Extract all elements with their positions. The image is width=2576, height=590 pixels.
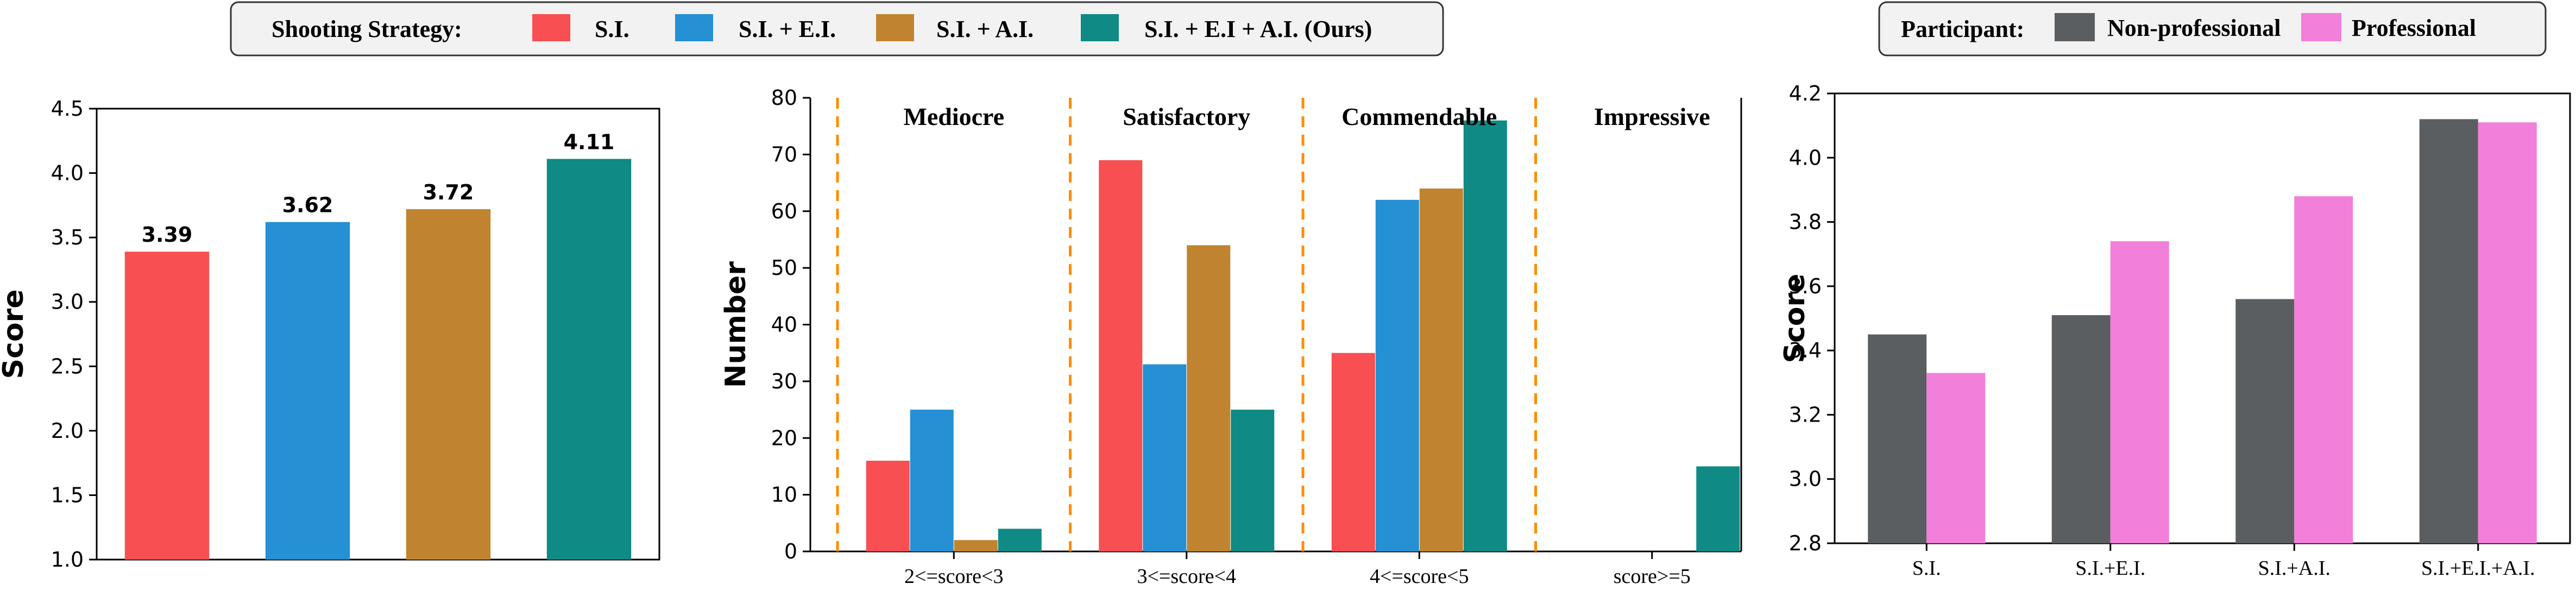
- x-tick-label: S.I.+A.I.: [2258, 557, 2331, 580]
- x-tick-label: score>=5: [1614, 565, 1691, 588]
- y-tick-label: 4.2: [1789, 81, 1822, 105]
- legend-label-si: S.I.: [595, 16, 629, 42]
- y-tick-label: 3.0: [51, 290, 84, 314]
- bar-2-2: [2110, 241, 2169, 543]
- x-tick-label: 3<=score<4: [1137, 565, 1236, 588]
- bar-3: [406, 209, 491, 560]
- legend-label-pro: Professional: [2352, 15, 2476, 41]
- legend-label-si-ei: S.I. + E.I.: [739, 16, 836, 42]
- y-tick-label: 0: [784, 539, 797, 563]
- bar-1-3: [954, 540, 998, 551]
- bar-3-1: [1331, 353, 1375, 551]
- bar-4-2: [2478, 122, 2537, 543]
- y-tick-label: 3.2: [1789, 403, 1822, 426]
- bar-2-3: [1187, 245, 1231, 551]
- x-tick-label: S.I.: [1912, 557, 1941, 580]
- y-tick-label: 80: [771, 86, 797, 110]
- bar-value-label: 3.72: [423, 180, 474, 204]
- bar-3-3: [1419, 189, 1463, 551]
- bar-value-label: 3.39: [142, 223, 193, 247]
- y-tick-label: 20: [771, 426, 797, 450]
- y-tick-label: 2.8: [1789, 531, 1822, 555]
- y-axis-label: Number: [720, 261, 752, 388]
- bar-3-4: [1463, 120, 1507, 551]
- x-tick-label: S.I.+E.I.+A.I.: [2421, 557, 2535, 580]
- legend-participant-box: [1878, 1, 2547, 57]
- legend-swatch-pro: [2301, 13, 2341, 41]
- y-tick-label: 4.0: [1789, 146, 1822, 170]
- legend-label-nonpro: Non-professional: [2107, 15, 2281, 41]
- bar-1-1: [866, 461, 910, 551]
- chart-score-by-participant: 2.8 3.0 3.2 3.4 3.6 3.8 4.0 4.2 Score S.I. S.I.+E.…: [1779, 81, 2571, 580]
- y-tick-label: 10: [771, 483, 797, 507]
- axis-frame: [96, 108, 660, 561]
- y-tick-label: 3.6: [1789, 274, 1822, 298]
- legend-label-si-ai: S.I. + A.I.: [936, 16, 1034, 42]
- bar-3-1: [2235, 299, 2295, 543]
- y-tick-label: 60: [771, 199, 797, 223]
- legend-swatch-si-ei: [675, 14, 713, 41]
- legend-swatch-si: [532, 14, 570, 41]
- y-tick-label: 1.5: [51, 483, 84, 507]
- y-tick-label: 30: [771, 369, 797, 393]
- bar-2-2: [1143, 364, 1187, 551]
- y-tick-label: 3.8: [1789, 210, 1822, 234]
- bar-1-2: [1926, 373, 1986, 543]
- y-tick-label: 3.5: [51, 225, 84, 249]
- chart-score-distribution: 0 10 20 30 40 50 60 70 80 Number 2<=score<3 Mediocr…: [720, 86, 1742, 588]
- legend-swatch-ours: [1081, 14, 1119, 41]
- bar-4-4: [1696, 466, 1740, 551]
- y-tick-label: 1.0: [51, 548, 84, 572]
- y-tick-label: 2.5: [51, 354, 84, 378]
- zone-label-4: Impressive: [1594, 103, 1710, 130]
- legend-strategy-title: Shooting Strategy:: [272, 16, 462, 42]
- legend-label-ours: S.I. + E.I + A.I. (Ours): [1144, 16, 1372, 42]
- legend-participant: Participant: Non-professional Profession…: [1878, 1, 2547, 57]
- bar-2-1: [1099, 160, 1143, 551]
- y-tick-label: 3.0: [1789, 467, 1822, 491]
- y-tick-label: 2.0: [51, 419, 84, 443]
- y-axis-label: Score: [1779, 274, 1811, 363]
- bar-value-label: 4.11: [564, 130, 615, 154]
- bar-2-1: [2051, 315, 2111, 543]
- y-tick-label: 4.5: [51, 97, 84, 121]
- chart-average-score: 1.0 1.5 2.0 2.5 3.0 3.5 4.0 4.5 Score 3.39 3.62 3.7…: [0, 97, 660, 572]
- bar-1: [124, 252, 210, 560]
- bar-3-2: [1375, 199, 1419, 551]
- y-axis-label: Score: [0, 290, 30, 379]
- y-tick-label: 50: [771, 256, 797, 280]
- x-tick-label: 2<=score<3: [904, 565, 1003, 588]
- bar-1-1: [1868, 334, 1927, 543]
- y-tick-label: 4.0: [51, 161, 84, 185]
- legend-swatch-si-ai: [876, 14, 914, 41]
- y-tick-label: 70: [771, 142, 797, 166]
- bar-1-2: [910, 410, 954, 551]
- bar-4-1: [2419, 119, 2478, 544]
- bar-2: [265, 222, 350, 560]
- zone-label-3: Commendable: [1341, 103, 1497, 130]
- axis-frame: [1834, 92, 2571, 544]
- y-tick-label: 3.4: [1789, 338, 1822, 362]
- bar-2-4: [1231, 410, 1275, 551]
- legend-shooting-strategy: Shooting Strategy: S.I. S.I. + E.I. S.I.…: [230, 1, 1444, 57]
- bar-3-2: [2294, 196, 2353, 543]
- zone-label-2: Satisfactory: [1123, 103, 1250, 130]
- x-tick-label: S.I.+E.I.: [2075, 557, 2145, 580]
- legend-participant-title: Participant:: [1901, 16, 2024, 42]
- x-tick-label: 4<=score<5: [1370, 565, 1469, 588]
- legend-swatch-nonpro: [2055, 13, 2095, 41]
- zone-label-1: Mediocre: [903, 103, 1004, 130]
- bar-1-4: [998, 529, 1042, 551]
- bar-value-label: 3.62: [282, 193, 333, 217]
- y-tick-label: 40: [771, 313, 797, 337]
- bar-4: [546, 159, 632, 560]
